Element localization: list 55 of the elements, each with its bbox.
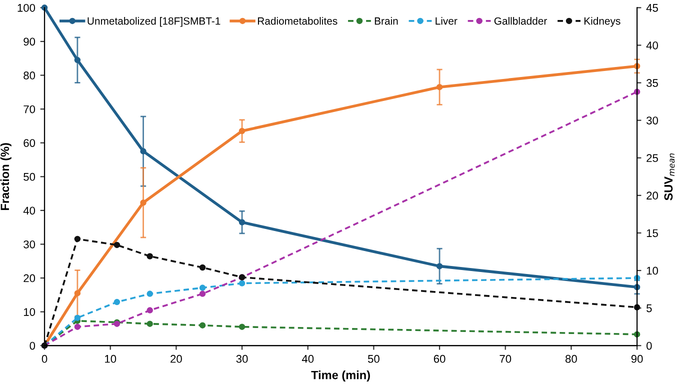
point <box>199 322 206 328</box>
legend-label: Radiometabolites <box>258 17 338 25</box>
point <box>199 290 206 297</box>
point <box>74 236 81 242</box>
y-tick-label: 70 <box>24 105 36 114</box>
y-tick-label: 20 <box>24 274 36 282</box>
y-tick-label: 80 <box>24 72 36 80</box>
y2-tick-label: 25 <box>646 154 658 162</box>
x-tick-label: 10 <box>105 354 116 363</box>
y2-tick-label: 40 <box>646 41 658 50</box>
y2-tick-label: 45 <box>646 4 658 12</box>
legend-label: Unmetabolized [18F]SMBT-1 <box>88 17 220 27</box>
y2-tick-label: 0 <box>646 342 652 350</box>
y-tick-label: 50 <box>24 172 36 181</box>
x-tick-label: 60 <box>434 354 446 363</box>
x-tick-label: 50 <box>368 354 380 363</box>
point <box>199 264 206 271</box>
point <box>146 307 153 314</box>
y-tick-label: 40 <box>23 206 36 215</box>
point <box>114 298 120 306</box>
x-tick-label: 80 <box>566 354 577 363</box>
y2-tick-label: 10 <box>646 266 658 275</box>
point <box>41 4 48 11</box>
point <box>74 324 81 330</box>
x-tick-label: 30 <box>236 354 248 363</box>
legend-label: Kidneys <box>584 17 620 27</box>
y-tick-label: 30 <box>24 240 36 248</box>
point <box>146 320 153 327</box>
x-tick-label: 90 <box>631 354 643 363</box>
x-tick-label: 70 <box>500 354 512 363</box>
y2-tick-label: 5 <box>646 304 652 312</box>
legend-label: Gallbladder <box>494 17 547 25</box>
y-tick-label: 10 <box>24 308 36 316</box>
y2-tick-label: 15 <box>646 229 658 238</box>
legend-label: Brain <box>374 17 398 25</box>
legend-label: Liver <box>436 17 458 25</box>
y-tick-label: 0 <box>30 342 36 350</box>
y2-tick-label: 20 <box>646 192 658 200</box>
y2-tick-label: 35 <box>646 79 658 87</box>
y-tick-label: 90 <box>24 38 36 46</box>
point <box>146 253 153 260</box>
y2-axis-title: SUV$_{mean}$ <box>664 153 675 200</box>
point <box>238 280 246 286</box>
point <box>114 242 120 248</box>
point <box>199 284 206 291</box>
x-tick-label: 20 <box>170 354 182 363</box>
x-tick-label: 0 <box>42 354 48 363</box>
y-axis-title: Fraction (%) <box>0 143 12 210</box>
point <box>238 324 246 330</box>
y-tick-label: 60 <box>24 139 36 147</box>
y-tick-label: 100 <box>18 4 36 12</box>
y2-tick-label: 30 <box>646 116 658 124</box>
x-tick-label: 40 <box>302 354 314 363</box>
point <box>146 290 153 297</box>
x-axis-title: Time (min) <box>311 370 370 382</box>
